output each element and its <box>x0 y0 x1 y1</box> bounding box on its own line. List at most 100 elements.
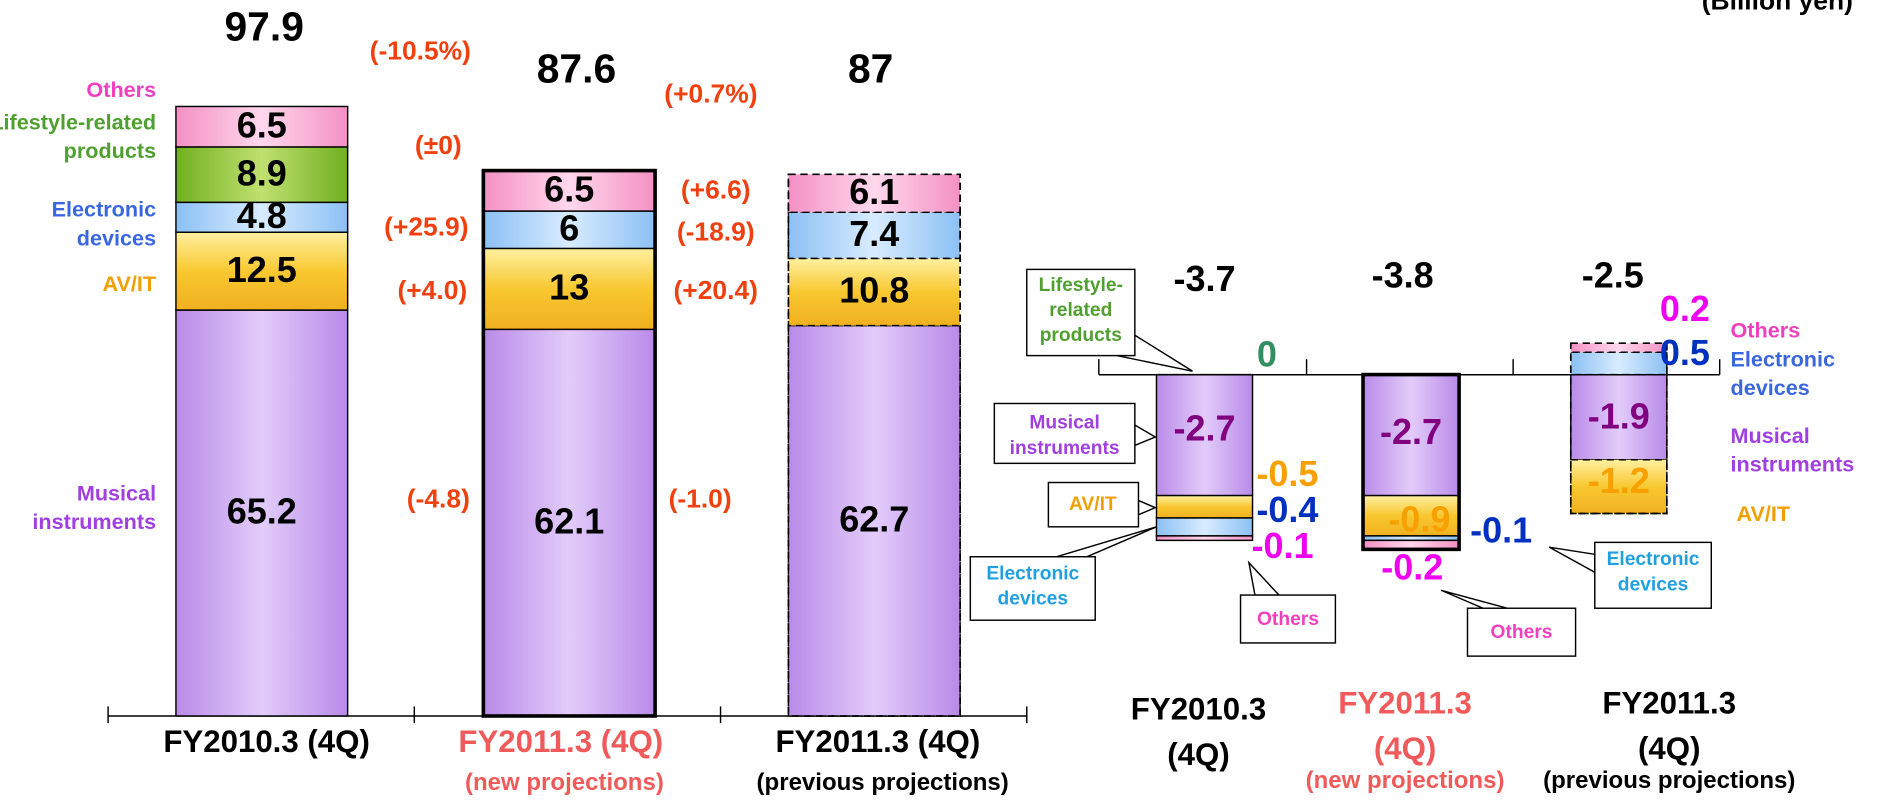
bar-outline <box>481 168 657 718</box>
value-label: 6.5 <box>544 169 594 210</box>
change-label: (-10.5%) <box>370 36 471 66</box>
bar-segment <box>482 169 656 212</box>
change-label: (+20.4) <box>674 275 758 305</box>
change-label: (±0) <box>415 130 462 160</box>
callout-box <box>1594 541 1713 609</box>
total-label: -3.7 <box>1173 258 1235 299</box>
x-tick-label: FY2011.3 (4Q) <box>1338 684 1472 766</box>
callout-tail <box>1137 499 1158 516</box>
category-note: (previous projections) <box>756 769 1009 797</box>
category-note: (new projections) <box>1305 767 1505 794</box>
bar-segment <box>1362 373 1460 497</box>
value-label: 6 <box>559 207 579 248</box>
legend-label: Lifestyle-related products <box>0 110 157 163</box>
value-label: -2.7 <box>1380 411 1442 452</box>
bar-segment <box>1362 494 1460 537</box>
value-label: -0.9 <box>1388 499 1450 540</box>
total-label: -2.5 <box>1582 254 1644 295</box>
callout-box <box>1026 268 1136 357</box>
legend-label: Musical instruments <box>32 481 157 534</box>
x-tick-label: FY2010.3 (4Q) <box>163 723 370 760</box>
bar-segment <box>787 257 961 327</box>
bar-segment <box>1155 535 1254 542</box>
callout-tail <box>1440 589 1508 609</box>
value-label: 6.5 <box>237 104 287 145</box>
x-tick-label: FY2011.3 (4Q) <box>775 723 981 760</box>
value-label: 0 <box>1257 333 1277 374</box>
bar-segment <box>175 146 349 204</box>
series-label: Others <box>1490 622 1553 643</box>
value-label: -1.9 <box>1588 396 1650 437</box>
total-label: -3.8 <box>1372 254 1434 295</box>
callout-box <box>993 402 1136 465</box>
bar-segment <box>482 328 656 717</box>
total-label: 97.9 <box>224 4 303 50</box>
change-label: (+6.6) <box>681 175 751 205</box>
bar-segment <box>1570 342 1668 353</box>
value-label: 12.5 <box>227 249 297 290</box>
series-label: AV/IT <box>1736 501 1791 526</box>
total-label: 87.6 <box>537 46 616 92</box>
value-label: 10.8 <box>839 270 909 311</box>
x-tick-label: FY2011.3 (4Q) <box>1602 684 1737 766</box>
bar-outline <box>1569 342 1668 515</box>
total-label: 87 <box>848 46 893 92</box>
value-label: 13 <box>549 267 589 308</box>
legend-label: Electronic devices <box>51 197 157 251</box>
bar-segment <box>175 105 349 148</box>
change-label: (-1.0) <box>669 483 732 513</box>
callout-box <box>1047 481 1140 528</box>
bar-outline <box>787 173 961 717</box>
category-note: (previous projections) <box>1543 767 1796 794</box>
bar-segment <box>1155 517 1254 537</box>
bar-segment <box>1155 494 1254 519</box>
callout-box <box>1239 594 1337 644</box>
series-label: Others <box>1730 318 1801 343</box>
callout-tail <box>1548 546 1596 574</box>
x-tick-label: FY2011.3 (4Q) <box>458 723 664 760</box>
value-label: -0.1 <box>1470 509 1532 550</box>
value-label: 0.5 <box>1660 332 1710 373</box>
change-label: (-18.9) <box>677 216 755 246</box>
value-label: 62.7 <box>839 499 909 540</box>
change-label: (+0.7%) <box>664 79 757 109</box>
category-note: (new projections) <box>464 769 664 797</box>
value-label: -1.2 <box>1588 460 1650 501</box>
bar-segment <box>787 324 961 717</box>
value-label: 62.1 <box>534 500 604 541</box>
unit-label: (Billion yen) <box>1702 0 1853 15</box>
value-label: -0.5 <box>1256 453 1318 494</box>
callout-tail <box>1134 423 1157 447</box>
bar-segment <box>787 211 961 260</box>
value-label: 7.4 <box>849 213 899 254</box>
callout-tail <box>1056 526 1157 558</box>
value-label: 4.8 <box>237 195 287 236</box>
value-label: 65.2 <box>227 491 297 532</box>
change-label: (+4.0) <box>397 275 467 305</box>
value-label: -2.7 <box>1173 408 1235 449</box>
bar-segment <box>482 247 656 331</box>
legend-label: Others <box>86 77 157 102</box>
series-label: Electronic devices <box>986 563 1080 610</box>
series-label: Electronic devices <box>1730 347 1836 400</box>
callout-tail <box>1247 560 1281 596</box>
value-label: 0.2 <box>1660 288 1710 329</box>
bar-segment <box>175 231 349 311</box>
series-label: Lifestyle-related products <box>1038 275 1123 347</box>
series-label: Electronic devices <box>1606 549 1700 596</box>
value-label: 8.9 <box>237 152 287 193</box>
bar-segment <box>482 210 656 250</box>
change-label: (-4.8) <box>407 483 470 513</box>
change-label: (+25.9) <box>384 212 468 242</box>
value-label: 6.1 <box>849 171 899 212</box>
value-label: -0.1 <box>1252 525 1314 566</box>
bar-segment <box>1570 351 1668 376</box>
series-label: Musical instruments <box>1009 413 1120 459</box>
series-label: Others <box>1256 609 1319 630</box>
legend-label: AV/IT <box>102 271 157 296</box>
series-label: AV/IT <box>1068 494 1117 515</box>
bar-segment <box>175 309 349 717</box>
series-label: Musical instruments <box>1730 423 1855 477</box>
